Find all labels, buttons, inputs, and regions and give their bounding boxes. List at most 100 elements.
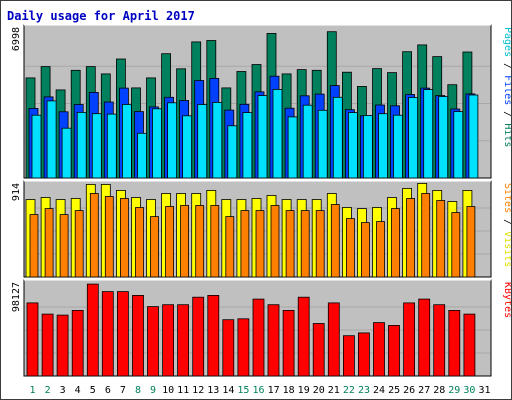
bar-sites-day-11 (180, 205, 190, 278)
bar-pages-day-9 (152, 108, 162, 179)
bar-pages-day-5 (91, 113, 102, 179)
bar-kbytes-day-24 (373, 322, 385, 377)
bar-pages-day-20 (317, 109, 328, 179)
panel-1-legend: Pages / Files / Hits (502, 27, 511, 147)
bar-kbytes-day-18 (282, 309, 295, 377)
day-label-8: 8 (135, 385, 141, 396)
bar-pages-day-15 (242, 112, 253, 179)
bar-sites-day-12 (195, 205, 205, 278)
bar-sites-day-26 (406, 198, 416, 278)
bar-kbytes-day-20 (312, 323, 325, 377)
bar-kbytes-day-28 (433, 304, 446, 377)
day-label-2: 2 (45, 385, 51, 396)
bar-sites-day-18 (285, 210, 295, 278)
bar-pages-day-24 (378, 113, 388, 179)
panel-3-legend: KBytes (502, 282, 511, 318)
bar-pages-day-28 (438, 96, 449, 179)
day-label-4: 4 (75, 385, 81, 396)
bar-pages-day-27 (423, 89, 434, 179)
bar-kbytes-day-16 (252, 298, 265, 377)
day-label-9: 9 (150, 385, 156, 396)
bar-sites-day-2 (44, 208, 54, 278)
bar-kbytes-day-30 (463, 313, 476, 377)
bar-sites-day-23 (360, 222, 370, 278)
day-label-12: 12 (192, 385, 204, 396)
bar-sites-day-29 (451, 212, 461, 278)
legend-entry: KBytes (502, 282, 511, 318)
panel-3-ymax-label: 98127 (11, 282, 22, 312)
bar-kbytes-day-7 (117, 291, 129, 377)
bar-sites-day-3 (59, 214, 69, 278)
bar-kbytes-day-21 (327, 302, 340, 377)
day-label-17: 17 (268, 385, 280, 396)
chart-title: Daily usage for April 2017 (7, 9, 195, 23)
day-label-23: 23 (358, 385, 370, 396)
day-label-27: 27 (418, 385, 430, 396)
day-label-25: 25 (388, 385, 400, 396)
bar-sites-day-24 (376, 221, 385, 278)
bar-pages-day-26 (408, 97, 419, 179)
panel-1-ymax-label: 6998 (11, 27, 22, 51)
bar-pages-day-18 (287, 116, 298, 179)
bar-pages-day-22 (347, 112, 358, 179)
bar-kbytes-day-9 (147, 306, 159, 377)
bar-pages-day-8 (137, 132, 147, 179)
day-label-22: 22 (343, 385, 355, 396)
bar-sites-day-30 (466, 206, 476, 278)
bar-kbytes-day-11 (177, 304, 190, 377)
bar-kbytes-day-3 (56, 314, 69, 377)
bar-sites-day-7 (120, 198, 129, 278)
bar-sites-day-10 (165, 206, 175, 278)
day-label-16: 16 (252, 385, 264, 396)
bar-pages-day-14 (227, 125, 238, 179)
day-label-14: 14 (222, 385, 234, 396)
bar-kbytes-day-25 (388, 324, 400, 377)
legend-entry: / (502, 57, 511, 75)
bar-kbytes-day-6 (101, 291, 114, 377)
day-label-24: 24 (373, 385, 385, 396)
bar-kbytes-day-22 (342, 335, 355, 377)
bar-kbytes-day-29 (448, 309, 461, 377)
bar-kbytes-day-10 (162, 304, 175, 377)
bar-kbytes-day-23 (357, 332, 370, 377)
bar-sites-day-8 (135, 207, 144, 278)
bar-sites-day-20 (315, 210, 325, 278)
legend-entry: / (502, 105, 511, 123)
bar-kbytes-day-27 (418, 298, 431, 377)
bar-pages-day-2 (46, 100, 57, 179)
bar-sites-day-5 (89, 193, 99, 278)
bar-kbytes-day-2 (41, 313, 54, 377)
day-label-21: 21 (328, 385, 340, 396)
bar-sites-day-16 (255, 210, 265, 278)
legend-entry: / (502, 213, 511, 231)
bar-pages-day-17 (272, 89, 283, 179)
day-label-13: 13 (207, 385, 219, 396)
day-label-26: 26 (403, 385, 415, 396)
day-label-19: 19 (298, 385, 310, 396)
bar-sites-day-28 (436, 200, 446, 278)
day-label-20: 20 (313, 385, 325, 396)
day-label-7: 7 (120, 385, 126, 396)
day-label-31: 31 (478, 385, 490, 396)
bar-sites-day-9 (150, 216, 159, 278)
bar-pages-day-12 (197, 104, 208, 179)
day-label-28: 28 (433, 385, 445, 396)
bar-sites-day-22 (345, 218, 355, 278)
bar-pages-day-29 (453, 111, 464, 179)
bar-pages-day-16 (257, 95, 268, 179)
day-label-18: 18 (283, 385, 295, 396)
day-label-10: 10 (162, 385, 174, 396)
bar-sites-day-1 (29, 214, 39, 278)
bar-kbytes-day-15 (237, 318, 250, 377)
day-label-6: 6 (105, 385, 111, 396)
bar-sites-day-6 (104, 196, 114, 278)
bar-pages-day-21 (332, 96, 343, 179)
bar-pages-day-10 (167, 102, 178, 179)
legend-entry: Files (502, 75, 511, 105)
bar-kbytes-day-5 (86, 283, 99, 377)
bar-kbytes-day-1 (26, 302, 39, 377)
legend-entry: Pages (502, 27, 511, 57)
day-label-11: 11 (177, 385, 189, 396)
